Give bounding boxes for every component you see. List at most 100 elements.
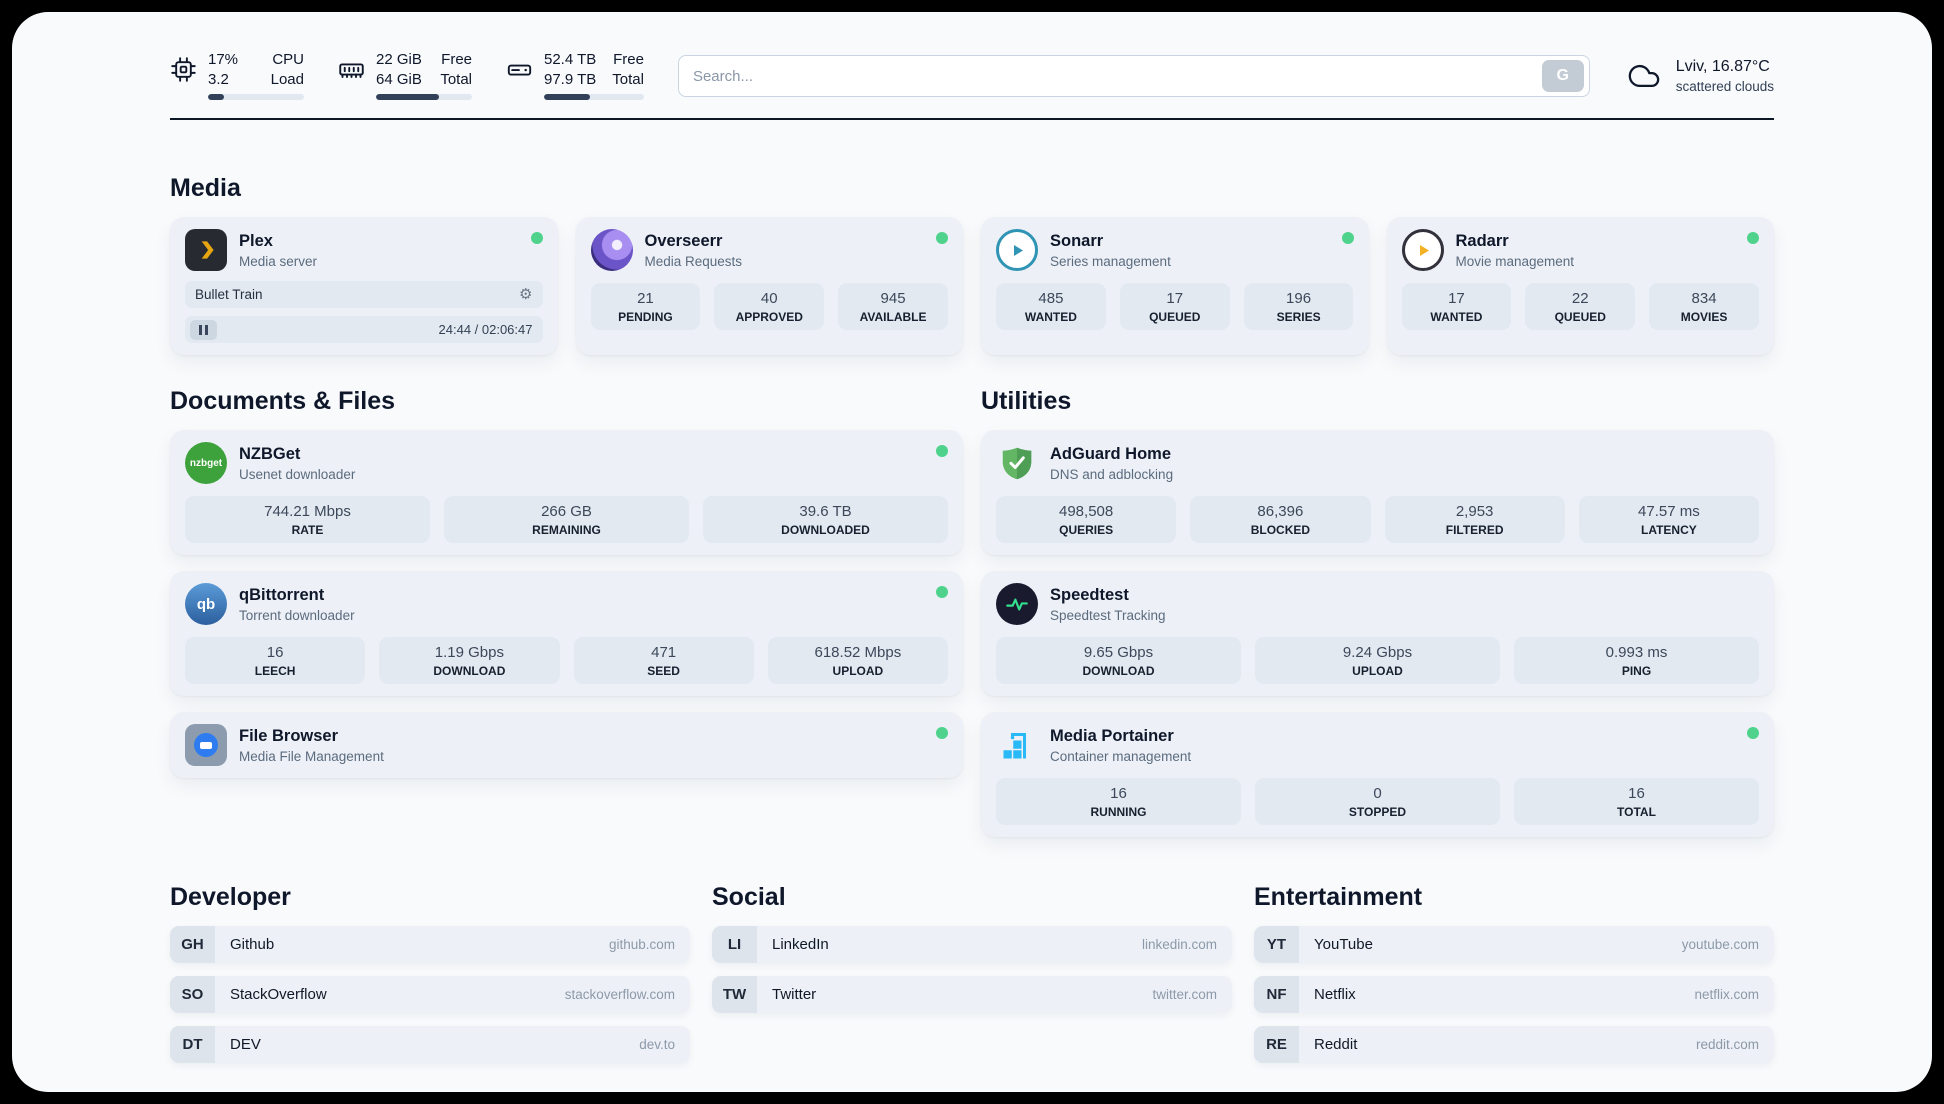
disk-progress-bar [544, 94, 644, 100]
section-title-documents: Documents & Files [170, 387, 396, 415]
bookmark-name: Github [230, 936, 275, 953]
search-input[interactable] [692, 67, 1542, 85]
app-card-sonarr[interactable]: Sonarr Series management 485 WANTED 17 Q… [981, 217, 1369, 355]
search-engine-button[interactable]: G [1541, 60, 1584, 92]
stat-value: 485 [1038, 290, 1064, 307]
app-subtitle: Usenet downloader [239, 466, 356, 482]
app-subtitle: DNS and adblocking [1050, 466, 1174, 482]
bookmark-url: netflix.com [1694, 987, 1759, 1002]
disk-label-bottom: Total [612, 70, 644, 88]
app-card-nzbget[interactable]: nzbget NZBGet Usenet downloader 744.21 M… [170, 430, 963, 555]
stat-value: 9.24 Gbps [1342, 644, 1413, 661]
cpu-progress-bar [208, 94, 304, 100]
pause-button[interactable] [190, 319, 217, 340]
app-subtitle: Media File Management [239, 748, 384, 764]
bookmark-name: Netflix [1314, 986, 1356, 1003]
status-dot [936, 445, 948, 457]
stat-label: REMAINING [532, 523, 601, 537]
app-card-portainer[interactable]: Media Portainer Container management 16 … [981, 712, 1774, 837]
stat-approved: 40 APPROVED [714, 283, 825, 330]
bookmark-stackoverflow[interactable]: SO StackOverflow stackoverflow.com [170, 976, 690, 1013]
bookmark-abbr: NF [1254, 976, 1299, 1013]
app-name: AdGuard Home [1050, 444, 1172, 463]
bookmark-name: YouTube [1314, 936, 1373, 953]
qbittorrent-icon: qb [185, 583, 227, 625]
app-card-overseerr[interactable]: Overseerr Media Requests 21 PENDING 40 A… [575, 217, 963, 355]
stat-series: 196 SERIES [1243, 283, 1354, 330]
bookmark-linkedin[interactable]: LI LinkedIn linkedin.com [712, 926, 1232, 963]
bookmark-abbr: SO [170, 976, 215, 1013]
bookmark-netflix[interactable]: NF Netflix netflix.com [1254, 976, 1774, 1013]
dashboard: 17% 3.2 CPU Load [12, 12, 1932, 1092]
topbar: 17% 3.2 CPU Load [170, 51, 1774, 100]
stat-label: UPLOAD [832, 664, 884, 678]
memory-icon [338, 52, 365, 83]
stat-filtered: 2,953 FILTERED [1384, 496, 1565, 543]
cpu-icon [170, 52, 197, 83]
bookmark-dev[interactable]: DT DEV dev.to [170, 1026, 690, 1063]
stat-label: PING [1621, 664, 1652, 678]
stat-value: 0 [1373, 785, 1382, 802]
stat-value: 9.65 Gbps [1083, 644, 1154, 661]
bookmark-abbr: RE [1254, 1026, 1299, 1063]
bookmark-github[interactable]: GH Github github.com [170, 926, 690, 963]
bookmark-youtube[interactable]: YT YouTube youtube.com [1254, 926, 1774, 963]
cpu-value: 3.2 [208, 70, 229, 88]
weather-widget: Lviv, 16.87°C scattered clouds [1624, 58, 1774, 94]
overseerr-icon [590, 229, 633, 271]
section-social: Social LI LinkedIn linkedin.com TW Twitt… [712, 883, 1232, 1076]
stat-label: DOWNLOADED [781, 523, 870, 537]
gear-icon[interactable]: ⚙ [519, 286, 533, 303]
app-card-speedtest[interactable]: Speedtest Speedtest Tracking 9.65 Gbps D… [981, 571, 1774, 696]
app-name: NZBGet [239, 444, 301, 463]
stat-value: 22 [1571, 290, 1589, 307]
stat-label: QUEUED [1554, 310, 1606, 324]
bookmark-reddit[interactable]: RE Reddit reddit.com [1254, 1026, 1774, 1063]
app-card-adguard[interactable]: AdGuard Home DNS and adblocking 498,508 … [981, 430, 1774, 555]
app-card-plex[interactable]: Plex Media server Bullet Train ⚙ 24:44 /… [170, 217, 558, 355]
stat-value: 2,953 [1455, 503, 1494, 520]
stat-value: 47.57 ms [1638, 503, 1700, 520]
stat-label: WANTED [1430, 310, 1483, 324]
stat-label: QUEUED [1149, 310, 1201, 324]
stat-label: DOWNLOAD [433, 664, 506, 678]
weather-condition: scattered clouds [1675, 79, 1774, 94]
app-subtitle: Media Requests [644, 253, 743, 269]
bookmark-abbr: DT [170, 1026, 215, 1063]
section-entertainment: Entertainment YT YouTube youtube.com NF … [1254, 883, 1774, 1076]
stat-value: 196 [1286, 290, 1312, 307]
bookmark-url: youtube.com [1681, 937, 1759, 952]
app-card-filebrowser[interactable]: File Browser Media File Management [170, 712, 963, 778]
player-progress-bar: 24:44 / 02:06:47 [185, 316, 543, 343]
disk-progress-fill [544, 94, 590, 100]
app-subtitle: Speedtest Tracking [1050, 607, 1166, 623]
player-time: 24:44 / 02:06:47 [438, 322, 533, 337]
app-card-qbittorrent[interactable]: qb qBittorrent Torrent downloader 16 LEE… [170, 571, 963, 696]
speedtest-icon [996, 583, 1038, 625]
section-developer: Developer GH Github github.com SO StackO… [170, 883, 690, 1076]
bookmark-url: dev.to [639, 1037, 675, 1052]
memory-progress-fill [376, 94, 440, 100]
nzbget-icon: nzbget [185, 442, 227, 484]
stat-label: DOWNLOAD [1082, 664, 1155, 678]
sonarr-icon [996, 229, 1038, 271]
stat-value: 1.19 Gbps [434, 644, 504, 661]
bookmark-twitter[interactable]: TW Twitter twitter.com [712, 976, 1232, 1013]
bookmark-url: stackoverflow.com [564, 987, 675, 1002]
app-name: Radarr [1455, 231, 1509, 250]
stat-rate: 744.21 Mbps RATE [185, 496, 430, 543]
bookmark-name: LinkedIn [772, 936, 829, 953]
now-playing-bar: Bullet Train ⚙ [185, 281, 543, 308]
section-title-developer: Developer [170, 883, 291, 911]
app-card-radarr[interactable]: Radarr Movie management 17 WANTED 22 QUE… [1386, 217, 1774, 355]
status-dot [530, 232, 543, 244]
stat-label: AVAILABLE [859, 310, 927, 324]
stat-value: 266 GB [541, 503, 592, 520]
stat-latency: 47.57 ms LATENCY [1578, 496, 1759, 543]
app-subtitle: Series management [1050, 253, 1171, 269]
app-name: Media Portainer [1050, 726, 1174, 745]
weather-location: Lviv, 16.87°C [1675, 58, 1770, 75]
cpu-label-bottom: Load [270, 70, 304, 88]
stat-queued: 22 QUEUED [1525, 283, 1636, 330]
stat-label: APPROVED [735, 310, 803, 324]
